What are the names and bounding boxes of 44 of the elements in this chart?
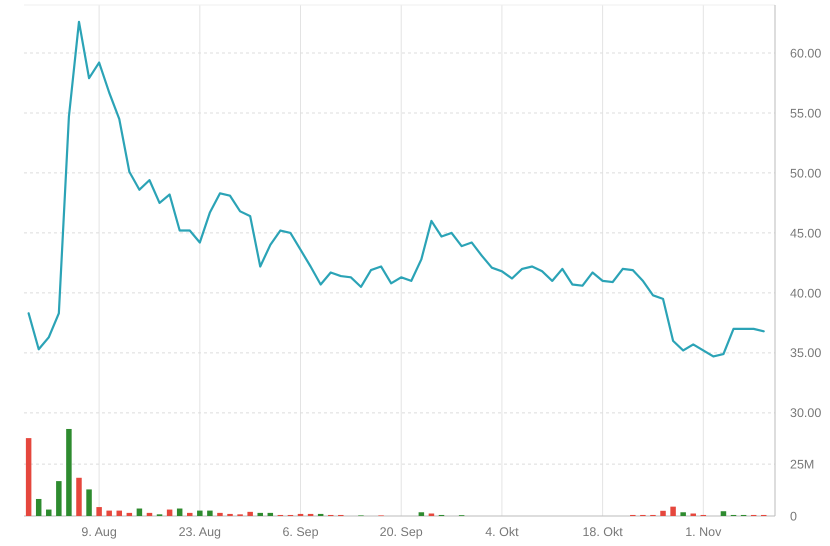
bar	[670, 506, 676, 516]
bar	[126, 512, 132, 516]
x-tick-label: 20. Sep	[380, 525, 423, 539]
x-tick-label: 9. Aug	[81, 525, 117, 539]
y-tick-label: 55.00	[790, 106, 822, 120]
line-series	[28, 20, 765, 358]
bar	[36, 498, 42, 516]
bar	[116, 510, 122, 516]
bar	[26, 438, 32, 516]
y2-tick-label: 0	[790, 509, 797, 524]
bar	[96, 507, 102, 516]
x-tick-label: 4. Okt	[485, 525, 520, 539]
y-tick-label: 45.00	[790, 226, 822, 240]
bar	[166, 510, 172, 516]
y-tick-label: 60.00	[790, 46, 822, 60]
bar	[106, 510, 112, 516]
bar	[76, 478, 82, 516]
bar	[247, 512, 253, 516]
bar	[207, 510, 213, 516]
bar	[720, 511, 726, 516]
bar	[217, 512, 223, 516]
y-tick-label: 30.00	[790, 406, 822, 420]
bar	[197, 510, 203, 516]
x-tick-label: 1. Nov	[685, 525, 722, 539]
y-tick-label: 40.00	[790, 286, 822, 300]
bar	[418, 512, 424, 516]
bar	[146, 512, 152, 516]
bar	[56, 481, 62, 516]
bar	[136, 508, 142, 516]
bar	[268, 512, 274, 516]
bar	[660, 510, 666, 516]
bar	[176, 508, 182, 516]
x-tick-label: 6. Sep	[282, 525, 319, 539]
y-tick-label: 50.00	[790, 166, 822, 180]
x-tick-label: 23. Aug	[178, 525, 222, 539]
y2-tick-label: 25M	[790, 457, 814, 472]
bar	[257, 512, 263, 516]
bar	[680, 512, 686, 516]
y-tick-label: 35.00	[790, 346, 822, 360]
x-tick-label: 18. Okt	[582, 525, 624, 539]
bar	[46, 510, 52, 516]
bar	[86, 489, 92, 516]
bar	[66, 428, 72, 516]
bar	[187, 512, 192, 516]
